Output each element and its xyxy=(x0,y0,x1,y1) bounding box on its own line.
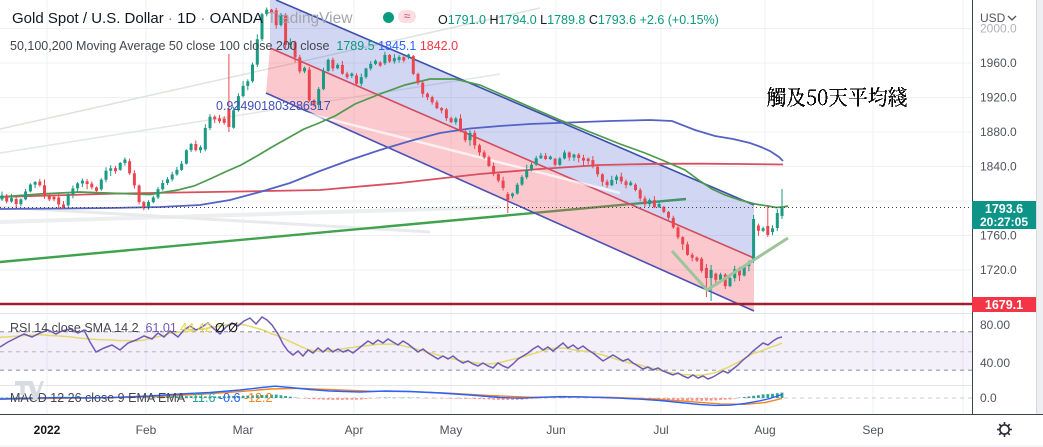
svg-text:May: May xyxy=(440,423,463,437)
svg-text:1793.6: 1793.6 xyxy=(985,202,1023,216)
svg-text:2000.0: 2000.0 xyxy=(980,22,1017,36)
svg-text:Jun: Jun xyxy=(546,423,565,437)
svg-text:Mar: Mar xyxy=(233,423,254,437)
svg-text:80.00: 80.00 xyxy=(980,318,1010,332)
svg-text:Sep: Sep xyxy=(862,423,884,437)
svg-text:Feb: Feb xyxy=(136,423,157,437)
svg-text:1960.0: 1960.0 xyxy=(980,56,1017,70)
svg-text:2022: 2022 xyxy=(34,423,61,437)
svg-text:1880.0: 1880.0 xyxy=(980,125,1017,139)
svg-text:1920.0: 1920.0 xyxy=(980,91,1017,105)
svg-text:0.0: 0.0 xyxy=(980,391,997,405)
svg-text:Aug: Aug xyxy=(754,423,775,437)
svg-text:Apr: Apr xyxy=(345,423,364,437)
svg-text:1840.0: 1840.0 xyxy=(980,160,1017,174)
svg-text:USD: USD xyxy=(980,11,1006,25)
svg-text:Jul: Jul xyxy=(653,423,668,437)
svg-text:20:27:05: 20:27:05 xyxy=(980,215,1028,229)
svg-text:1760.0: 1760.0 xyxy=(980,229,1017,243)
svg-text:1720.0: 1720.0 xyxy=(980,263,1017,277)
svg-text:1679.1: 1679.1 xyxy=(985,298,1023,312)
svg-text:40.00: 40.00 xyxy=(980,356,1010,370)
